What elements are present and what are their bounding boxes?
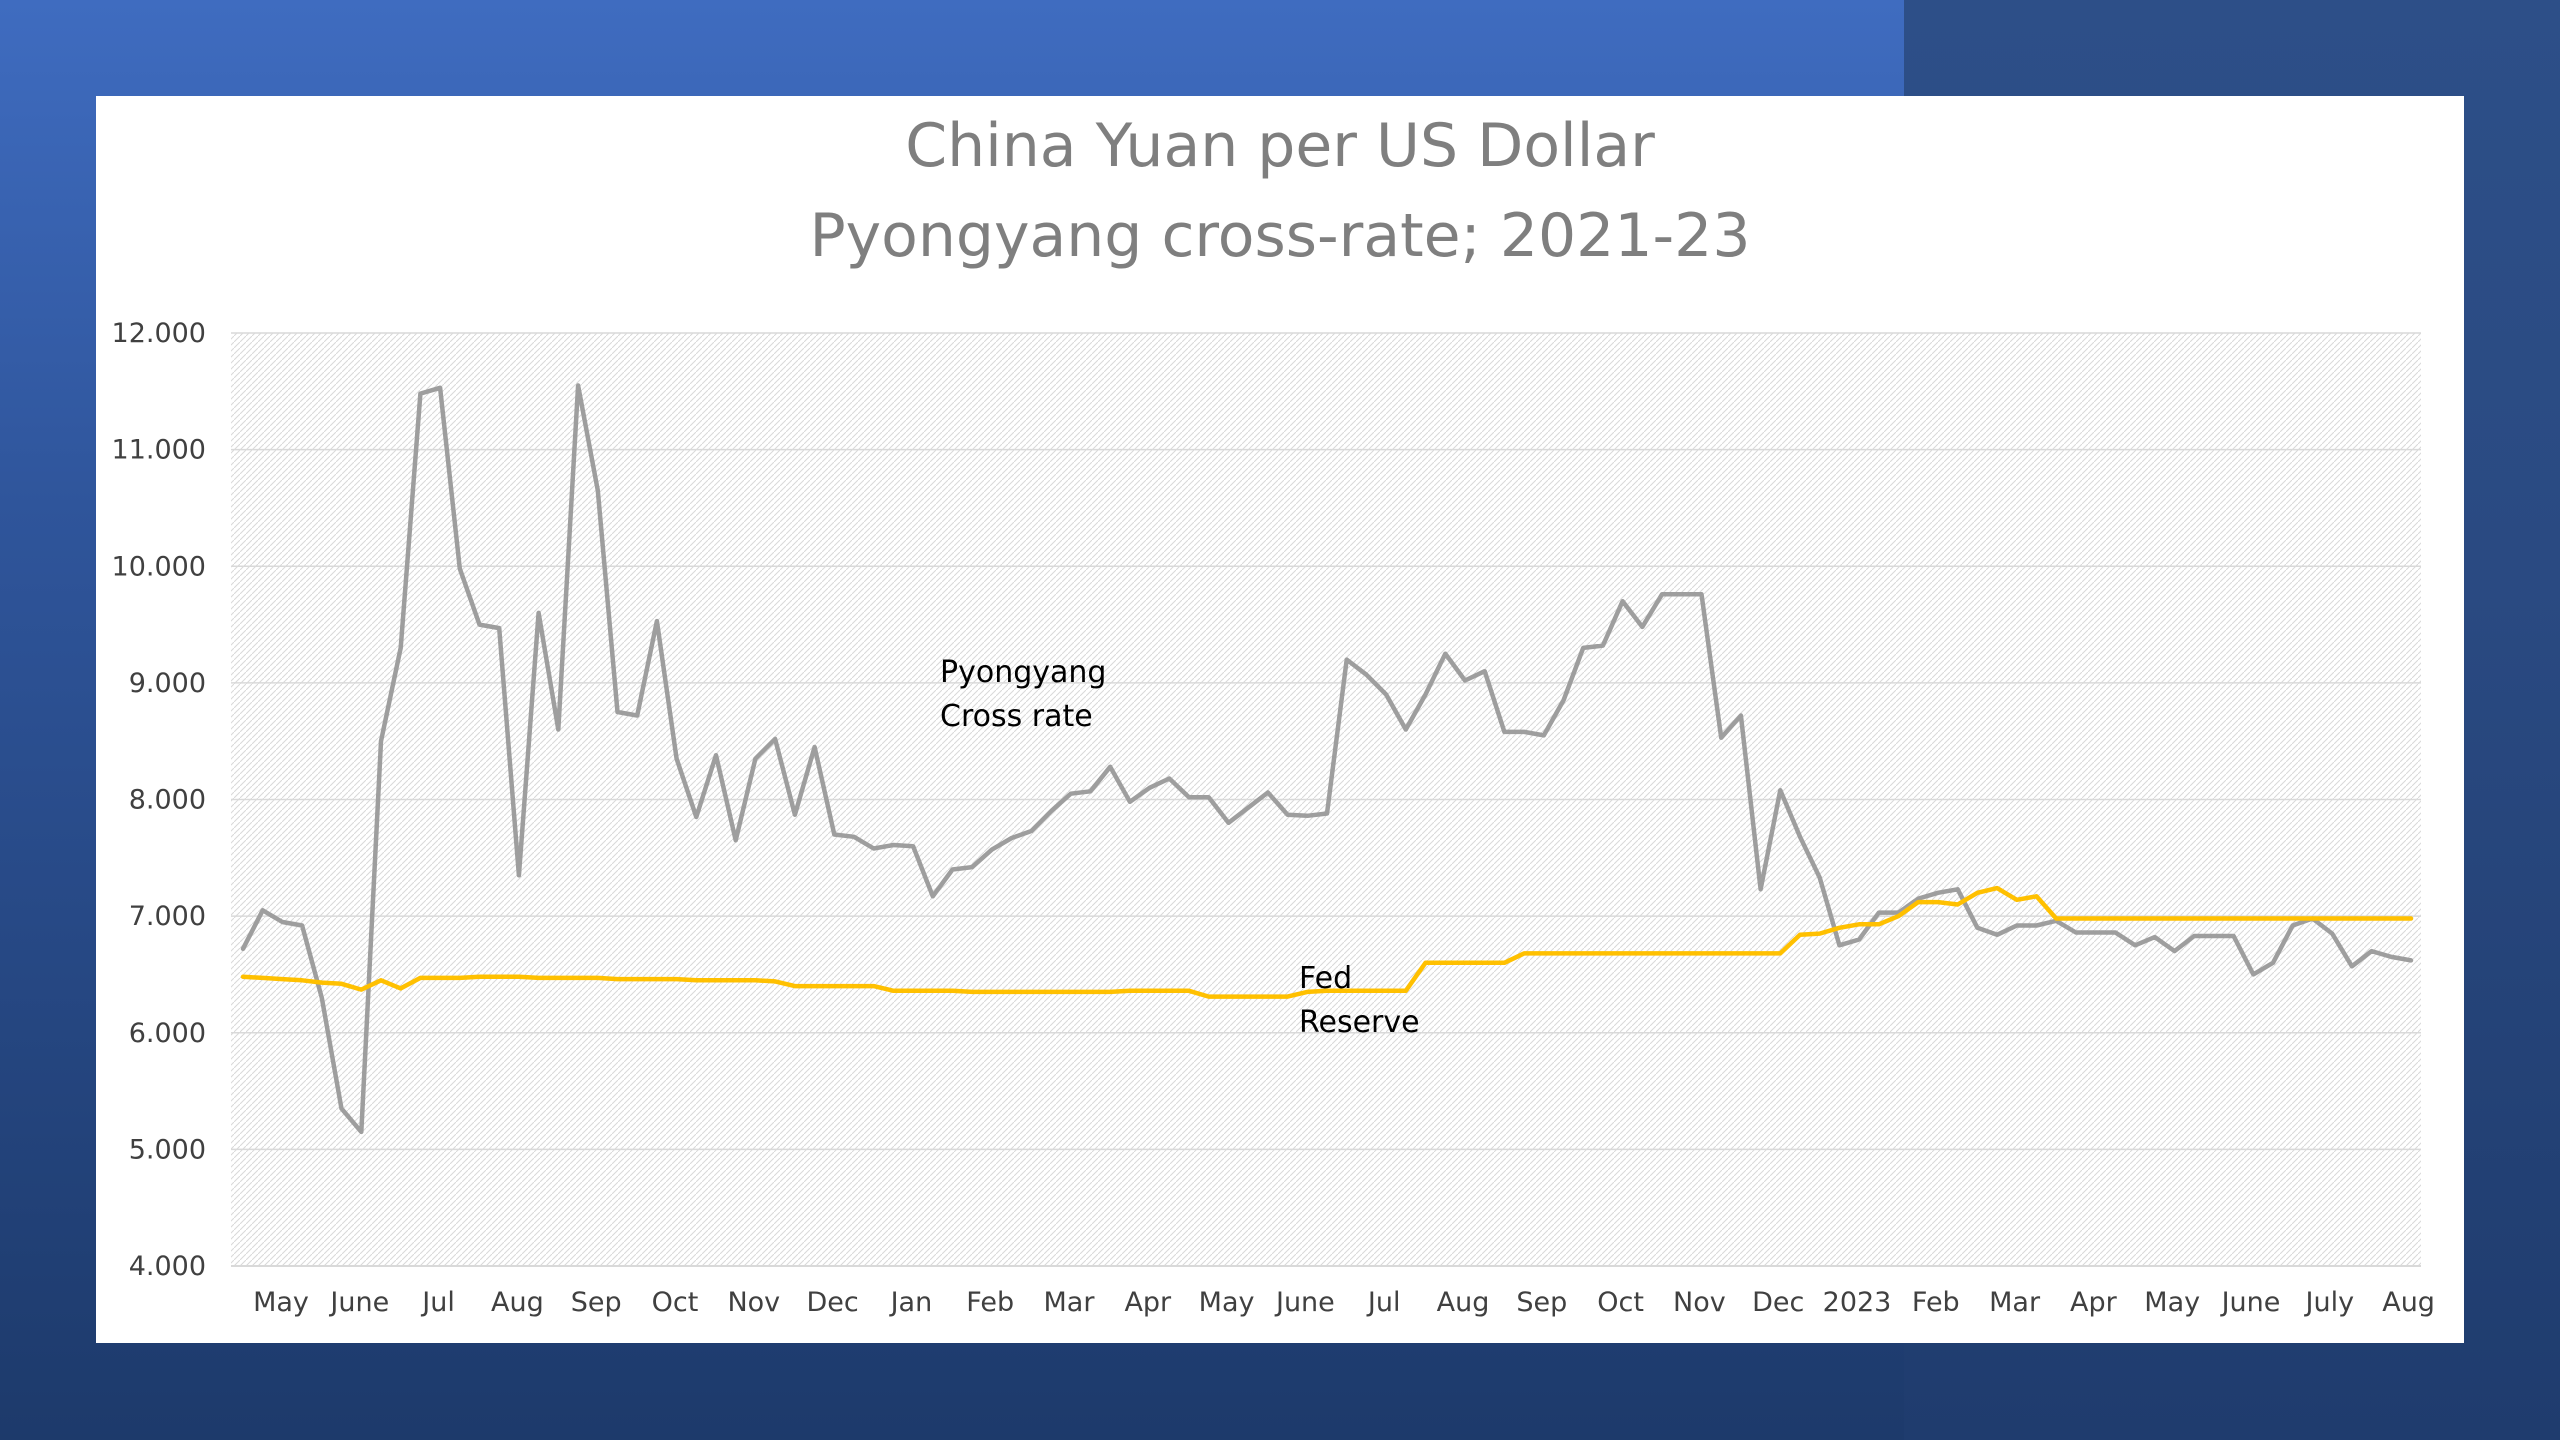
x-tick-label: Nov [1673, 1287, 1726, 1318]
annotation-pyongyang: Pyongyang [940, 655, 1106, 690]
x-tick-label: Mar [1989, 1287, 2041, 1318]
annotation-pyongyang: Cross rate [940, 699, 1093, 734]
x-tick-label: May [2144, 1287, 2200, 1318]
x-tick-label: Feb [1912, 1287, 1960, 1318]
x-tick-label: June [1274, 1287, 1335, 1318]
series-line-fed-reserve [240, 885, 2414, 999]
chart-subtitle: Pyongyang cross-rate; 2021-23 [809, 201, 1750, 271]
gridlines [231, 332, 2421, 1267]
annotation-fed-reserve: Reserve [1299, 1005, 1420, 1040]
x-tick-label: July [2304, 1287, 2355, 1318]
series-line-pyongyang [240, 383, 2414, 1135]
x-tick-label: Sep [1516, 1287, 1567, 1318]
x-tick-label: Jan [889, 1287, 933, 1318]
x-tick-label: Dec [806, 1287, 858, 1318]
y-tick-label: 12.000 [112, 318, 206, 349]
y-tick-label: 8.000 [129, 785, 206, 816]
x-tick-label: Jul [420, 1287, 455, 1318]
x-tick-label: Jul [1366, 1287, 1401, 1318]
y-tick-label: 7.000 [129, 901, 206, 932]
x-tick-label: Nov [727, 1287, 780, 1318]
annotation-fed-reserve: Fed [1299, 961, 1352, 996]
x-tick-label: Sep [571, 1287, 622, 1318]
x-tick-label: Dec [1752, 1287, 1804, 1318]
x-tick-label: May [253, 1287, 309, 1318]
chart-card: China Yuan per US Dollar Pyongyang cross… [96, 96, 2464, 1343]
y-tick-label: 9.000 [129, 668, 206, 699]
x-tick-label: May [1199, 1287, 1255, 1318]
x-tick-label: 2023 [1823, 1287, 1892, 1318]
x-tick-label: Mar [1044, 1287, 1096, 1318]
x-tick-label: June [2220, 1287, 2281, 1318]
x-tick-label: Aug [2382, 1287, 2435, 1318]
series-lines [240, 383, 2414, 1135]
annotations: Pyongyang Cross rate Fed Reserve [940, 655, 1420, 1040]
x-tick-label: Oct [1597, 1287, 1644, 1318]
x-axis: May June Jul Aug Sep Oct Nov Dec Jan Feb Mar Apr May… [253, 1287, 2435, 1318]
y-tick-label: 4.000 [129, 1251, 206, 1282]
x-tick-label: Apr [2070, 1287, 2118, 1318]
x-tick-label: Aug [1437, 1287, 1490, 1318]
x-tick-label: Oct [652, 1287, 699, 1318]
y-axis: 12.000 11.000 10.000 9.000 8.000 7.000 6.000 5.… [112, 318, 206, 1282]
y-tick-label: 6.000 [129, 1018, 206, 1049]
y-tick-label: 10.000 [112, 551, 206, 582]
x-tick-label: June [328, 1287, 389, 1318]
line-chart: China Yuan per US Dollar Pyongyang cross… [112, 111, 2435, 1318]
y-tick-label: 11.000 [112, 435, 206, 466]
x-tick-label: Apr [1124, 1287, 1172, 1318]
x-tick-label: Feb [966, 1287, 1014, 1318]
x-tick-label: Aug [491, 1287, 544, 1318]
chart-title: China Yuan per US Dollar [905, 111, 1655, 181]
y-tick-label: 5.000 [129, 1134, 206, 1165]
